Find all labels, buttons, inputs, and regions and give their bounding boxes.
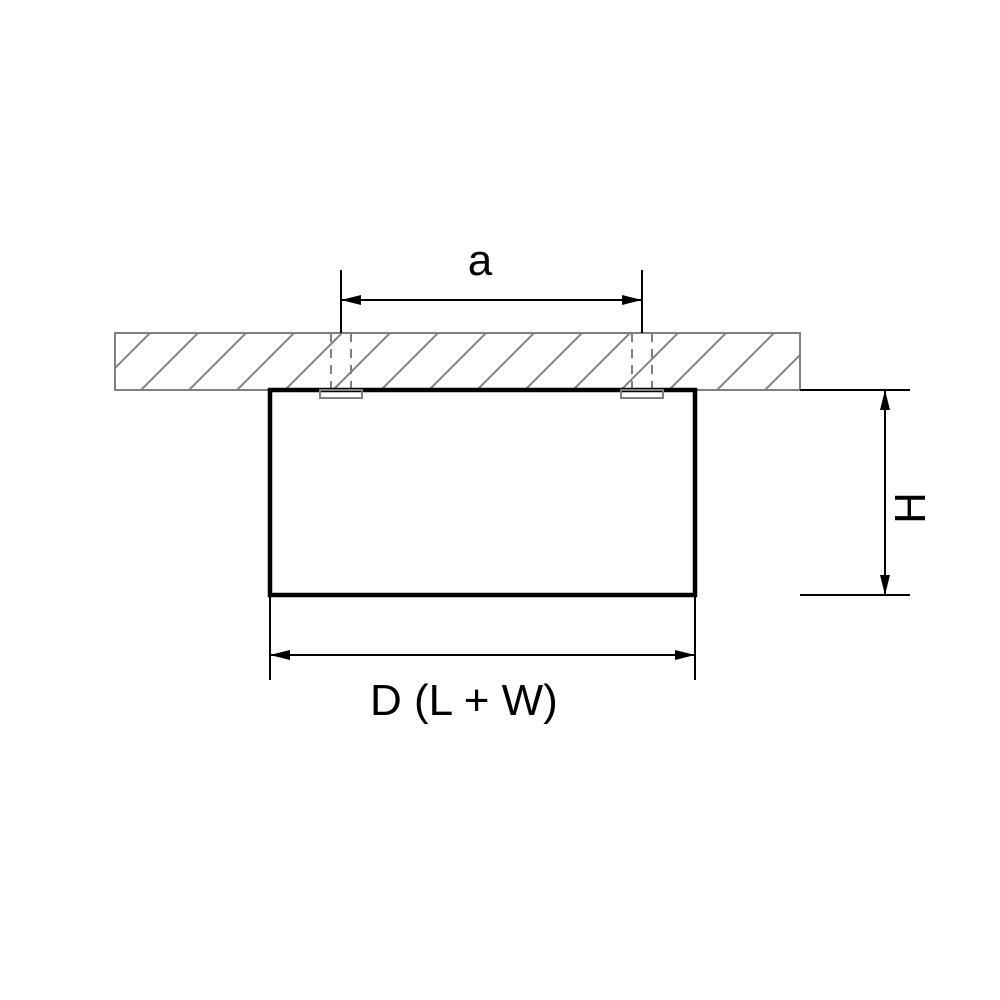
technical-drawing: a D (L + W) H (0, 0, 1000, 1000)
dimension-d (270, 595, 695, 680)
dimension-d-label: D (L + W) (370, 676, 558, 725)
component-body (270, 390, 695, 595)
dimension-h-label: H (886, 492, 935, 524)
plate-hatching (0, 0, 1000, 590)
bolt-holes (331, 333, 652, 390)
dimension-a-label: a (468, 236, 493, 285)
